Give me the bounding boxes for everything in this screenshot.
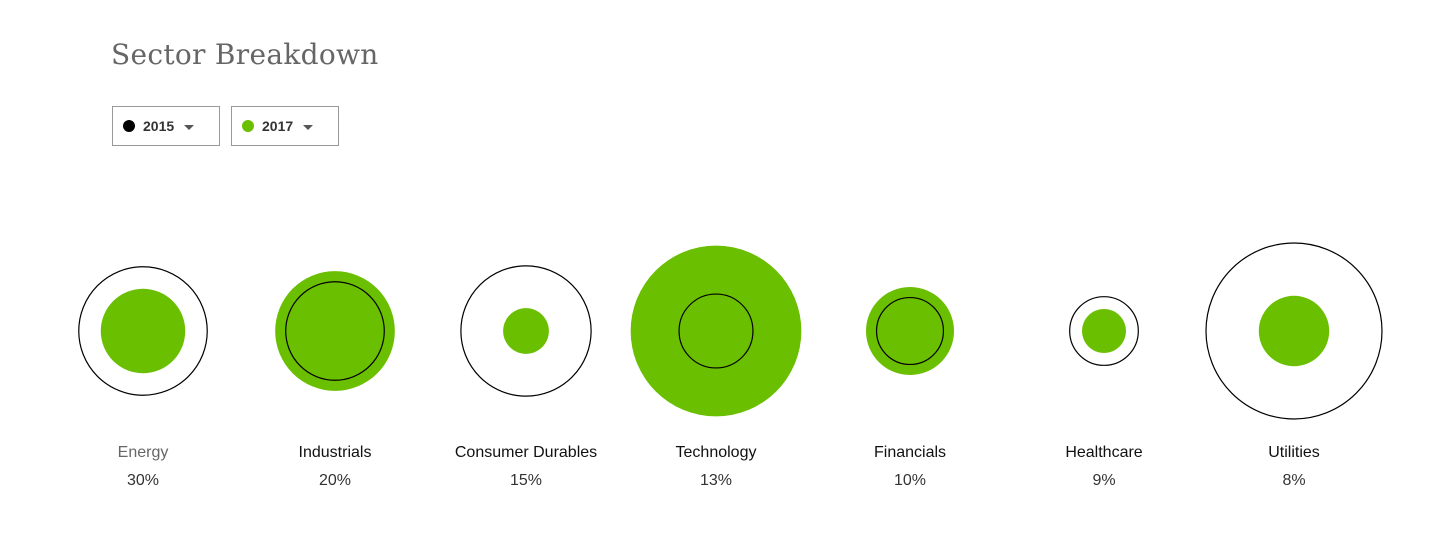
bubble-2015-6 <box>1205 242 1383 420</box>
selector-label: 2017 <box>262 118 294 134</box>
percent-label: 13% <box>699 472 733 489</box>
page-title: Sector Breakdown <box>111 38 379 71</box>
category-label: Financials <box>873 444 947 461</box>
bubble-2015-2 <box>460 265 592 397</box>
category-label: Consumer Durables <box>454 444 598 461</box>
percent-label: 20% <box>318 472 352 489</box>
bubble-2017-3 <box>630 245 802 417</box>
percent-label: 30% <box>126 472 160 489</box>
category-label: Healthcare <box>1065 444 1143 461</box>
bubble-2017-4 <box>866 287 954 375</box>
bubble-2015-3 <box>678 293 754 369</box>
bubble-2017-6 <box>1258 295 1330 367</box>
bubble-2015-4 <box>875 296 945 366</box>
bubble-2015-5 <box>1069 296 1139 366</box>
category-label: Utilities <box>1268 444 1320 461</box>
percent-label: 15% <box>509 472 543 489</box>
caret-down-icon <box>184 125 194 130</box>
bubble-2017-0 <box>100 288 186 374</box>
percent-label: 8% <box>1282 472 1306 489</box>
bubble-2017-1 <box>275 271 395 391</box>
category-label: Energy <box>117 444 169 461</box>
category-label: Industrials <box>298 444 372 461</box>
year-selector-2017[interactable]: 2017 <box>231 106 339 146</box>
category-label: Technology <box>675 444 757 461</box>
percent-label: 10% <box>893 472 927 489</box>
percent-label: 9% <box>1092 472 1116 489</box>
bubble-2017-2 <box>503 308 549 354</box>
series-dot-icon <box>123 120 135 132</box>
series-dot-icon <box>242 120 254 132</box>
bubble-2015-1 <box>285 281 385 381</box>
bubble-2015-0 <box>78 266 208 396</box>
selector-label: 2015 <box>143 118 175 134</box>
bubble-2017-5 <box>1082 309 1126 353</box>
caret-down-icon <box>303 125 313 130</box>
year-selector-2015[interactable]: 2015 <box>112 106 220 146</box>
